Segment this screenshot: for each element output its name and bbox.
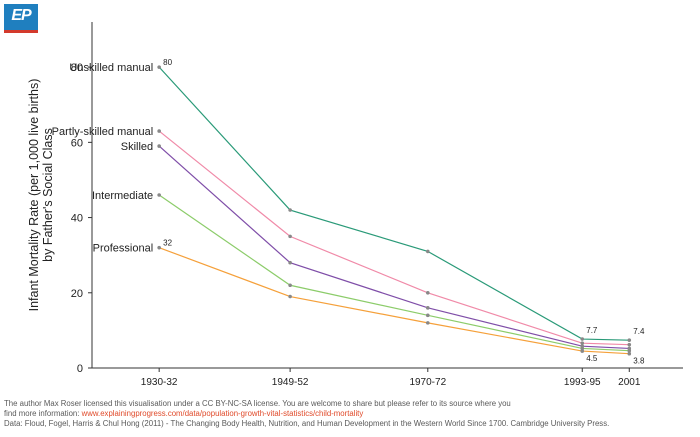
data-point <box>288 283 292 288</box>
data-point <box>157 129 161 133</box>
data-source-text: Data: Floud, Fogel, Harris & Chul Hong (… <box>4 419 610 428</box>
data-point <box>425 290 430 295</box>
data-point <box>627 348 632 353</box>
data-point <box>288 260 292 265</box>
data-point <box>580 337 585 341</box>
series-labels: Unskilled manual Partly-skilled manual Ski… <box>52 62 153 255</box>
x-tick-label: 1949-52 <box>272 377 309 388</box>
more-info: find more information: www.explainingpro… <box>4 409 696 419</box>
data-point <box>425 306 430 310</box>
data-point <box>580 341 585 345</box>
data-point <box>580 349 585 353</box>
y-tick-label: 60 <box>71 137 83 149</box>
data-point <box>288 294 292 299</box>
data-label: 3.8 <box>633 357 645 366</box>
data-point <box>157 144 161 148</box>
y-axis-label-line1: Infant Mortality Rate (per 1,000 live bi… <box>27 79 41 312</box>
series-lines <box>158 66 630 355</box>
source-link[interactable]: www.explainingprogress.com/data/populati… <box>81 409 364 418</box>
data-point <box>157 65 161 69</box>
x-tick-label: 2001 <box>618 377 641 388</box>
series-label: Skilled <box>121 141 153 153</box>
data-label: 80 <box>163 58 172 67</box>
series-line <box>158 66 630 341</box>
data-label: 7.7 <box>586 326 598 335</box>
y-tick-label: 40 <box>71 213 83 225</box>
y-tick-label: 80 <box>71 62 83 74</box>
data-point <box>627 342 632 347</box>
data-point <box>288 208 292 212</box>
series-label: Professional <box>93 243 154 255</box>
y-axis-label: Infant Mortality Rate (per 1,000 live bi… <box>27 79 55 312</box>
data-point <box>288 234 292 239</box>
x-tick-label: 1970-72 <box>409 377 446 388</box>
license-text: The author Max Roser licensed this visua… <box>4 399 511 408</box>
series-label: Partly-skilled manual <box>52 126 153 138</box>
series-points <box>157 65 632 356</box>
data-point <box>627 351 632 356</box>
series-line <box>158 130 630 346</box>
data-point <box>425 321 430 325</box>
x-tick-label: 1993-95 <box>564 377 601 388</box>
logo: EP <box>4 4 38 33</box>
series-line <box>158 247 630 355</box>
data-point <box>425 313 430 318</box>
series-line <box>158 194 630 352</box>
y-tick-label: 0 <box>77 363 83 375</box>
data-point <box>580 346 585 351</box>
data-point <box>157 245 161 250</box>
y-tick-label: 20 <box>71 288 83 300</box>
axes: 0 20 40 60 80 1930-32 1949-52 1970-72 1993-95 200… <box>27 22 683 388</box>
series-label: Unskilled manual <box>69 62 153 74</box>
x-tick-label: 1930-32 <box>141 377 178 388</box>
more-info-prefix: find more information: <box>4 409 82 418</box>
data-label: 4.5 <box>586 354 598 363</box>
data-point <box>627 338 632 342</box>
line-chart: 0 20 40 60 80 1930-32 1949-52 1970-72 1993-95 200… <box>27 22 683 388</box>
data-point <box>425 249 430 254</box>
data-point <box>157 193 161 197</box>
footer: The author Max Roser licensed this visua… <box>4 399 696 429</box>
series-line <box>158 145 630 350</box>
y-axis-label-line2: by Father's Social Class <box>41 128 55 262</box>
data-labels: 80 32 7.7 4.5 7.4 3.8 <box>163 58 645 366</box>
data-label: 32 <box>163 239 172 248</box>
data-label: 7.4 <box>633 327 645 336</box>
series-label: Intermediate <box>92 190 153 202</box>
